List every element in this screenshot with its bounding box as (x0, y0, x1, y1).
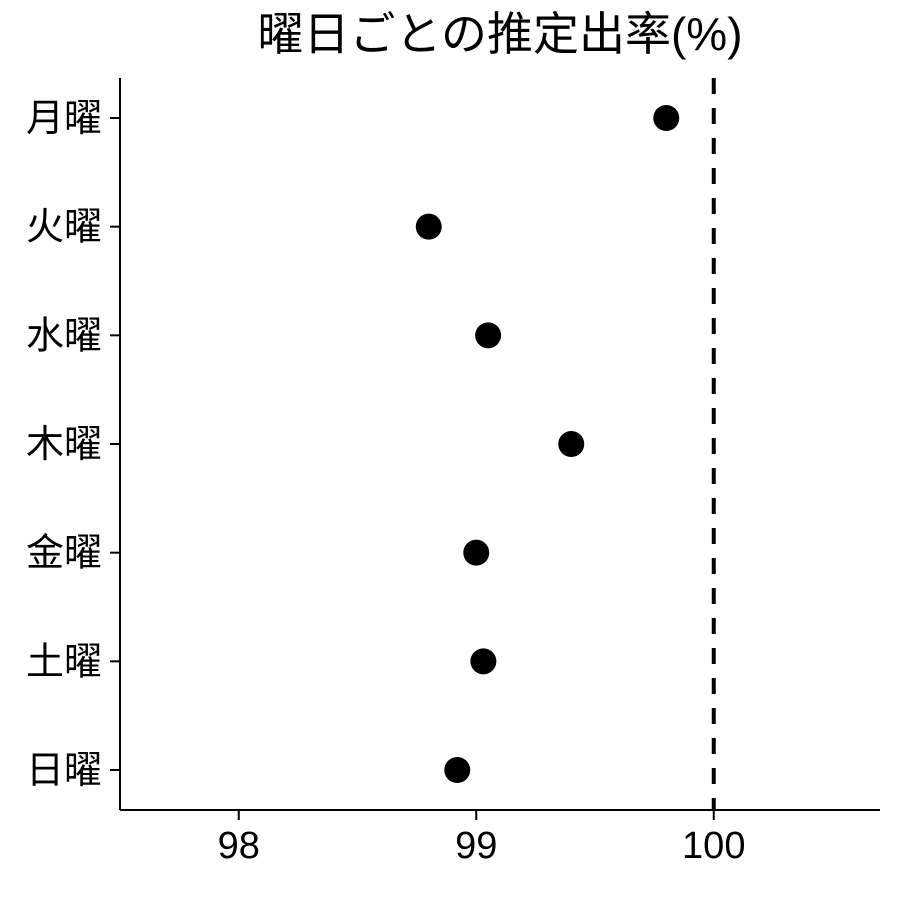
data-point (416, 214, 442, 240)
y-tick-label: 日曜 (26, 750, 102, 792)
data-point (475, 322, 501, 348)
axes: 98 99 100 月曜火曜水曜木曜金曜土曜日曜 (26, 78, 880, 867)
y-tick-label: 月曜 (26, 98, 102, 140)
dot-plot-chart: 曜日ごとの推定出率(%) 98 99 100 月曜火曜水曜木曜金曜土曜日曜 (0, 0, 900, 900)
y-tick-label: 金曜 (26, 533, 102, 575)
data-points (416, 105, 680, 783)
data-point (653, 105, 679, 131)
y-tick-label: 土曜 (26, 641, 102, 683)
y-tick-label: 木曜 (26, 424, 102, 466)
data-point (558, 431, 584, 457)
chart-title: 曜日ごとの推定出率(%) (257, 8, 742, 60)
data-point (444, 757, 470, 783)
y-tick-label: 火曜 (26, 207, 102, 249)
x-tick-label: 100 (682, 825, 745, 867)
x-tick-label: 99 (455, 825, 497, 867)
y-tick-label: 水曜 (26, 315, 102, 357)
data-point (470, 648, 496, 674)
data-point (463, 540, 489, 566)
x-tick-label: 98 (218, 825, 260, 867)
